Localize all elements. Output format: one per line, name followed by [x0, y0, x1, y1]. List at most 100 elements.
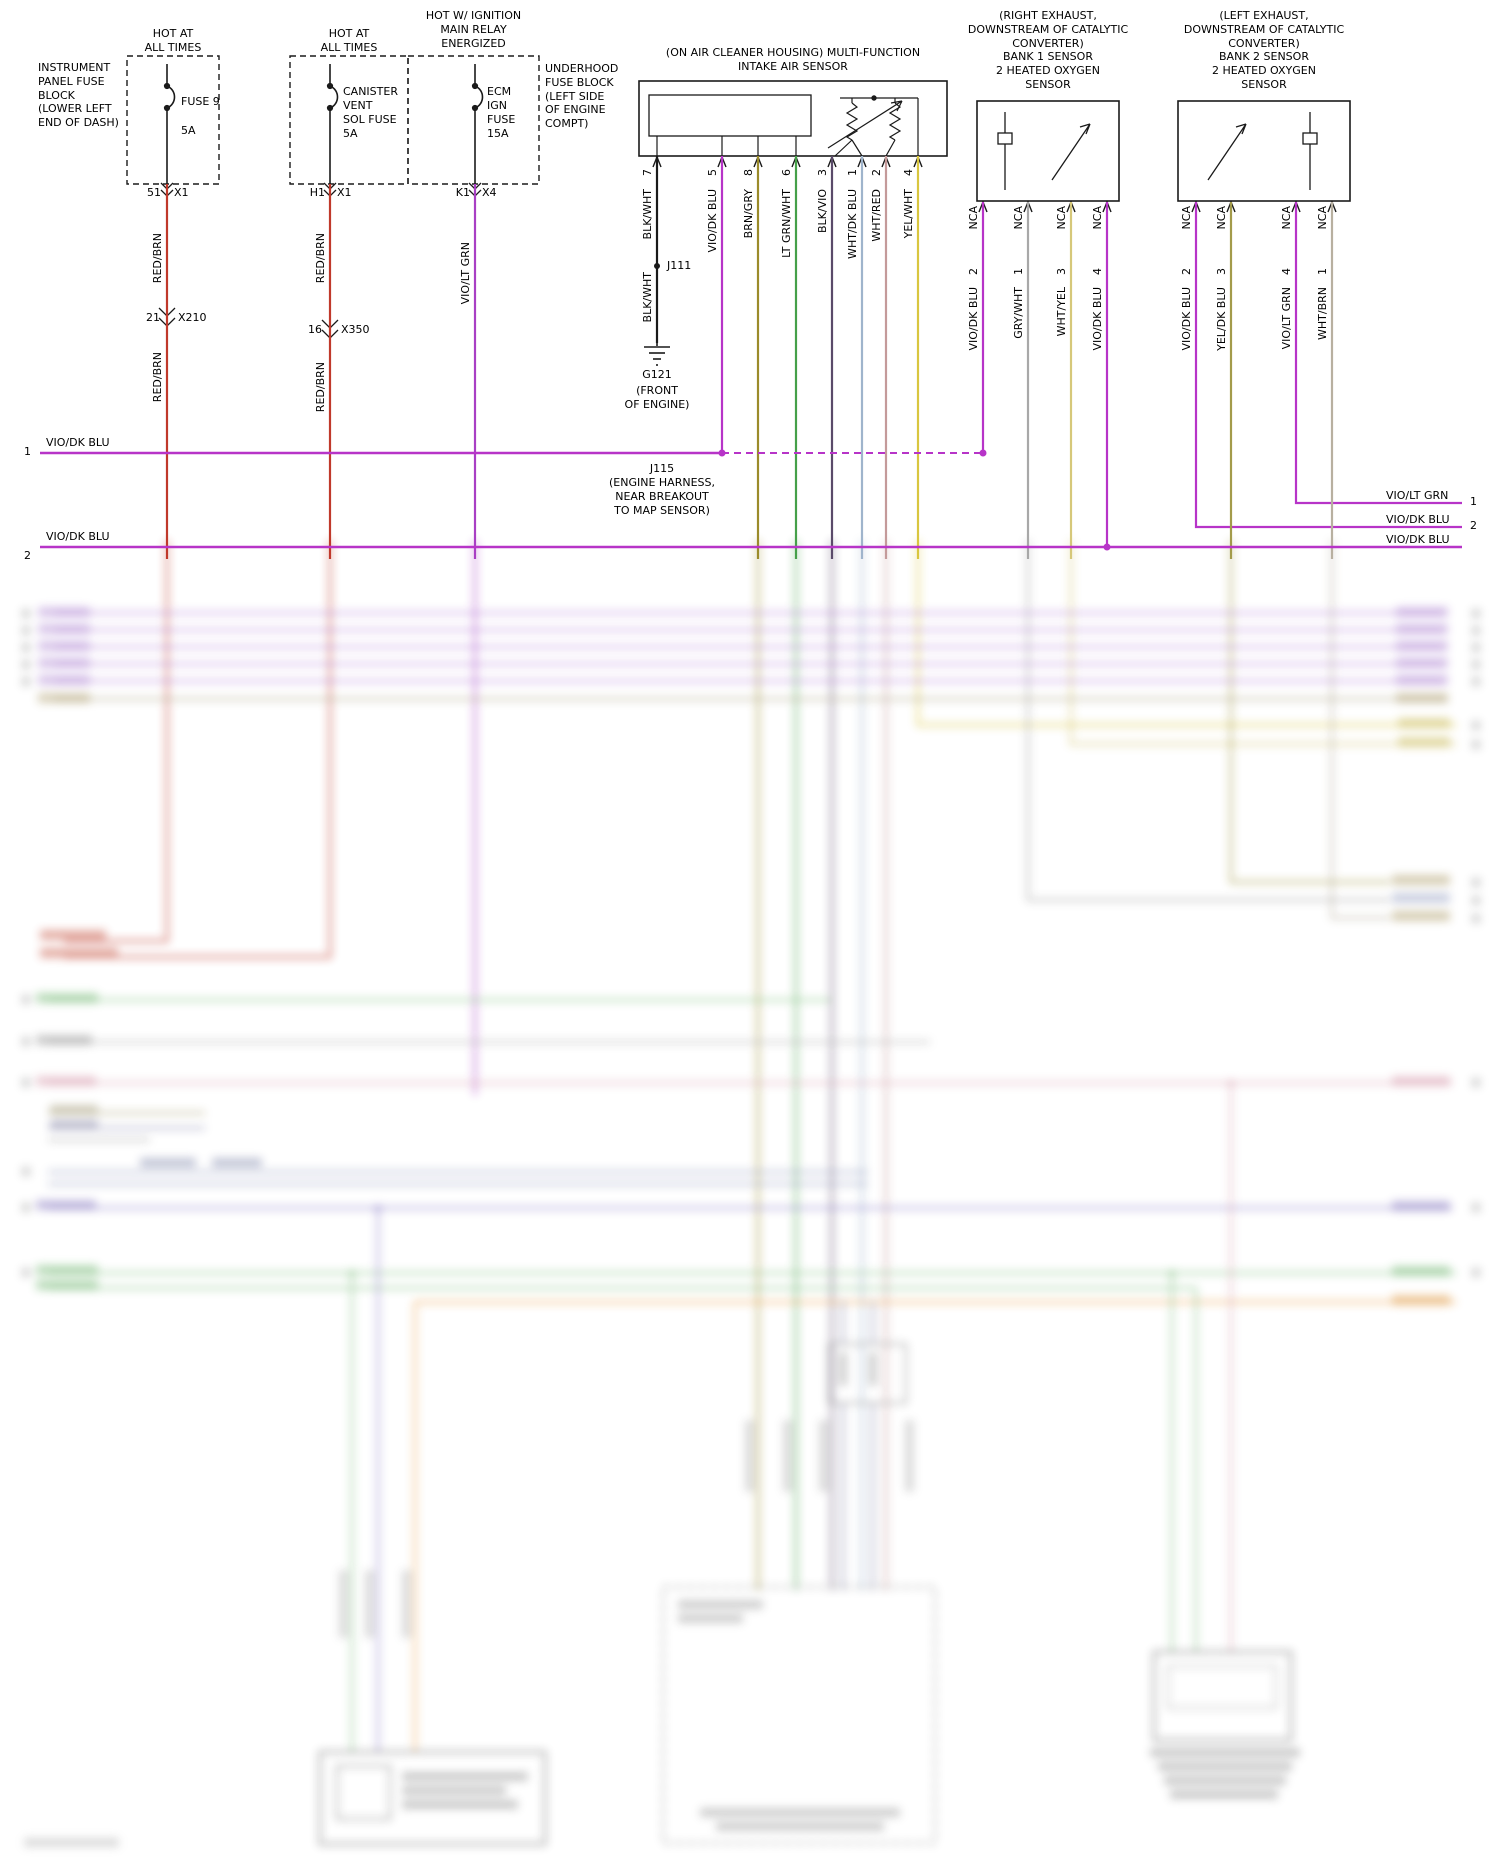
ecm-fuse-connector-label: X4: [482, 186, 497, 199]
intake-pin2-wire: WHT/RED: [870, 189, 883, 242]
ecm-fuse-pin-label: K1: [455, 186, 470, 199]
wire-label-redbrn-1: RED/BRN: [151, 233, 164, 284]
underhood-fuse-block-label: UNDERHOOD FUSE BLOCK (LEFT SIDE OF ENGIN…: [545, 62, 619, 130]
bank2-nca-2: NCA: [1215, 206, 1228, 230]
bank1-wire1-num: 2: [967, 268, 980, 275]
ecm-fuse-rating-label: 15A: [487, 127, 509, 140]
bank1-nca-2: NCA: [1012, 206, 1025, 230]
hot-at-all-times-label-2: HOT AT ALL TIMES: [320, 27, 378, 54]
splice-label-x350: X350: [341, 323, 370, 336]
intake-pin3-wire: BLK/VIO: [816, 189, 829, 234]
junction-dots: [654, 263, 1111, 551]
bank1-wire3-name: WHT/YEL: [1055, 287, 1068, 337]
intake-pin8-wire: BRN/GRY: [742, 189, 755, 239]
bank1-nca-3: NCA: [1055, 206, 1068, 230]
canister-fuse-name-label: CANISTER VENT SOL FUSE: [343, 85, 398, 126]
bank1-wire2-num: 1: [1012, 268, 1025, 275]
bank1-nca-1: NCA: [967, 206, 980, 230]
wire-label-redbrn-2b: RED/BRN: [314, 362, 327, 413]
rightout2-num: 2: [1470, 519, 1477, 532]
fuse9-name-label: FUSE 9: [181, 95, 220, 108]
canister-fuse-connector-label: X1: [337, 186, 352, 199]
bank2-nca-4: NCA: [1316, 206, 1329, 230]
bank2-wire2-name: YEL/DK BLU: [1215, 287, 1228, 351]
bus1-circuit-num: 1: [24, 445, 31, 458]
blurred-diagram-region: [0, 540, 1499, 1861]
canister-fuse-pin-label: H1: [309, 186, 325, 199]
blurred-junction-dots: [349, 1080, 1234, 1276]
ground-wire-label: BLK/WHT: [641, 272, 654, 323]
j115-label: J115: [649, 462, 675, 475]
bank1-wire2-name: GRY/WHT: [1012, 287, 1025, 339]
blurred-text-blobs: [22, 607, 1480, 1847]
bank1-nca-4: NCA: [1091, 206, 1104, 230]
bank2-wire1-name: VIO/DK BLU: [1180, 287, 1193, 351]
bank2-wire3-name: VIO/LT GRN: [1280, 287, 1293, 350]
bus1-wire-label: VIO/DK BLU: [46, 436, 110, 449]
g121-label: G121: [642, 368, 672, 381]
intake-pin7-num: 7: [641, 169, 654, 176]
bank2-wire3-num: 4: [1280, 268, 1293, 275]
wiring-blurred-svg: [22, 540, 1480, 1847]
blurred-vertical-wires: [64, 540, 1456, 1590]
bank1-wire3-num: 3: [1055, 268, 1068, 275]
splice-label-x210: X210: [178, 311, 207, 324]
intake-pin8-num: 8: [742, 169, 755, 176]
bank1-wire4-name: VIO/DK BLU: [1091, 287, 1104, 351]
g121-location-label: (FRONT OF ENGINE): [624, 384, 690, 411]
splice-pin-label-x210: 21: [146, 311, 160, 324]
rightout1-num: 1: [1470, 495, 1477, 508]
intake-pin7-wire: BLK/WHT: [641, 189, 654, 240]
intake-pin5-num: 5: [706, 169, 719, 176]
fuse9-rating-label: 5A: [181, 124, 196, 137]
wire-label-violtgrn: VIO/LT GRN: [459, 242, 472, 305]
bank1-wire4-num: 4: [1091, 268, 1104, 275]
fuse9-connector-label: X1: [174, 186, 189, 199]
intake-pin6-wire: LT GRN/WHT: [780, 189, 793, 258]
rightout1-wire-label: VIO/LT GRN: [1386, 489, 1449, 502]
bank2-sensor-title: (LEFT EXHAUST, DOWNSTREAM OF CATALYTIC C…: [1183, 9, 1345, 91]
hot-at-all-times-label-1: HOT AT ALL TIMES: [144, 27, 202, 54]
bank2-wire4-name: WHT/BRN: [1316, 287, 1329, 340]
fuse-block-boxes: [126, 55, 540, 185]
rightout2-wire-label: VIO/DK BLU: [1386, 513, 1450, 526]
ecm-fuse-name-label: ECM IGN FUSE: [487, 85, 516, 126]
wires: [40, 156, 1462, 559]
bus2-wire-label: VIO/DK BLU: [46, 530, 110, 543]
bank2-nca-1: NCA: [1180, 206, 1193, 230]
blurred-drop-wires: [350, 1083, 1233, 1752]
bank2-wire1-num: 2: [1180, 268, 1193, 275]
intake-pin6-num: 6: [780, 169, 793, 176]
intake-pin3-num: 3: [816, 169, 829, 176]
instrument-panel-fuse-block-label: INSTRUMENT PANEL FUSE BLOCK (LOWER LEFT …: [38, 61, 119, 129]
intake-sensor-box: [638, 80, 948, 157]
intake-pin1-wire: WHT/DK BLU: [846, 189, 859, 259]
intake-pin4-wire: YEL/WHT: [902, 189, 915, 239]
blurred-violet-bundle: [54, 611, 1444, 683]
wire-label-redbrn-1b: RED/BRN: [151, 352, 164, 403]
fuse9-pin-label: 51: [147, 186, 161, 199]
j111-label: J111: [667, 259, 692, 272]
hot-ignition-label: HOT W/ IGNITION MAIN RELAY ENERGIZED: [425, 9, 522, 50]
ground-symbol: [644, 343, 670, 366]
fuse-symbols: [163, 64, 484, 184]
splice-pin-label-x350: 16: [308, 323, 322, 336]
j115-description: (ENGINE HARNESS, NEAR BREAKOUT TO MAP SE…: [609, 476, 715, 517]
rightout3-wire-label: VIO/DK BLU: [1386, 533, 1450, 546]
bank2-nca-3: NCA: [1280, 206, 1293, 230]
bank1-wire1-name: VIO/DK BLU: [967, 287, 980, 351]
wire-label-redbrn-2: RED/BRN: [314, 233, 327, 284]
intake-pin4-num: 4: [902, 169, 915, 176]
canister-fuse-rating-label: 5A: [343, 127, 358, 140]
bus2-circuit-num: 2: [24, 549, 31, 562]
intake-sensor-title: (ON AIR CLEANER HOUSING) MULTI-FUNCTION …: [665, 46, 921, 73]
intake-pin2-num: 2: [870, 169, 883, 176]
bank2-wire2-num: 3: [1215, 268, 1228, 275]
o2-sensor-boxes: [976, 100, 1351, 202]
bank2-wire4-num: 1: [1316, 268, 1329, 275]
blurred-component-boxes: [319, 1343, 1292, 1845]
intake-pin1-num: 1: [846, 169, 859, 176]
blurred-horizontal-wires: [48, 697, 1456, 1304]
